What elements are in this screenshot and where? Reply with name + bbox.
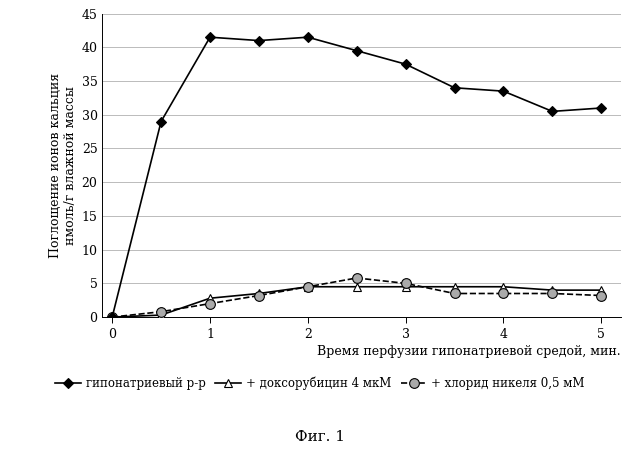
Y-axis label: Поглощение ионов кальция
нмоль/г влажной массы: Поглощение ионов кальция нмоль/г влажной… <box>49 73 77 258</box>
Legend: гипонатриевый р-р, + доксорубицин 4 мкМ, + хлорид никеля 0,5 мМ: гипонатриевый р-р, + доксорубицин 4 мкМ,… <box>51 372 589 395</box>
Text: Фиг. 1: Фиг. 1 <box>295 430 345 444</box>
X-axis label: Время перфузии гипонатриевой средой, мин.: Время перфузии гипонатриевой средой, мин… <box>317 345 621 358</box>
